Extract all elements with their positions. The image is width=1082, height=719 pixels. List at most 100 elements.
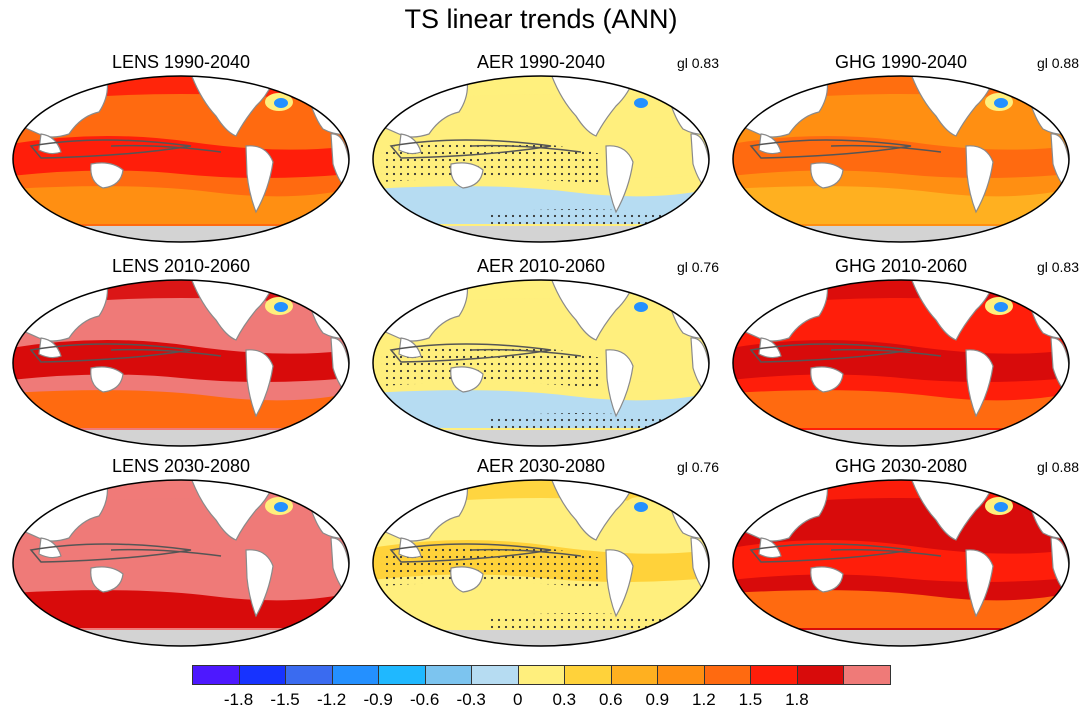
contour-line	[830, 548, 942, 557]
continent	[550, 480, 637, 541]
panel-title: GHG 2030-2080	[834, 456, 968, 476]
panel-global-value: gl 0.88	[1036, 55, 1079, 71]
colorbar-cell	[331, 665, 380, 685]
map-panel: GHG 1990-2040 gl 0.88	[731, 52, 1079, 243]
continent	[605, 549, 634, 618]
contour-line	[749, 343, 912, 363]
panel-title: LENS 1990-2040	[111, 52, 251, 72]
colorbar-cell	[517, 665, 566, 685]
continent	[190, 480, 277, 541]
colorbar-tick-label: 0.9	[645, 690, 670, 709]
map-plot	[12, 279, 350, 447]
map-plot	[732, 75, 1070, 243]
map-panel: LENS 1990-2040	[11, 52, 351, 243]
contour-line	[749, 139, 912, 159]
contour-line	[110, 548, 222, 557]
panel-title: GHG 2010-2060	[834, 256, 968, 276]
map-panel: LENS 2010-2060	[11, 256, 351, 447]
continent	[605, 349, 634, 418]
continent	[190, 76, 277, 137]
panel-global-value: gl 0.88	[1036, 459, 1079, 475]
colorbar-cell	[192, 665, 240, 685]
map-panel: LENS 2030-2080	[11, 456, 351, 647]
colorbar-tick-label: 0.6	[598, 690, 623, 709]
continent	[810, 566, 844, 593]
map-plot	[732, 279, 1070, 447]
panel-global-value: gl 0.83	[676, 55, 719, 71]
colorbar-cell	[471, 665, 519, 685]
colorbar-tick-label: -1.8	[223, 690, 254, 709]
map-border	[12, 479, 350, 647]
colorbar-cell	[657, 665, 705, 685]
map-plot	[372, 279, 710, 447]
colorbar-cell	[424, 665, 473, 685]
continent	[90, 162, 124, 189]
continent	[965, 549, 994, 618]
colorbar-tick-label: 1.5	[738, 690, 763, 709]
panel-global-value: gl 0.76	[676, 459, 719, 475]
colorbar-tick-label: 1.2	[692, 690, 716, 709]
map-plot	[12, 479, 350, 647]
continent	[810, 366, 844, 393]
continent	[450, 566, 484, 593]
continent	[90, 366, 124, 393]
continent	[450, 366, 484, 393]
contour-line	[830, 144, 942, 153]
contour-line	[29, 139, 192, 159]
panel-global-value: gl 0.83	[1036, 259, 1079, 275]
continent	[965, 349, 994, 418]
continent	[965, 145, 994, 214]
map-panel: AER 1990-2040 gl 0.83	[371, 52, 719, 243]
continent	[450, 162, 484, 189]
continent	[550, 76, 637, 137]
continent	[245, 349, 274, 418]
continent	[550, 280, 637, 341]
panel-title: AER 1990-2040	[476, 52, 606, 72]
contour-line	[29, 343, 192, 363]
continent	[910, 480, 997, 541]
colorbar-tick-label: -1.5	[270, 690, 300, 709]
panel-title: GHG 1990-2040	[834, 52, 968, 72]
contour-line	[389, 139, 552, 159]
colorbar-cell	[796, 665, 845, 685]
contour-line	[29, 543, 192, 563]
map-border	[372, 479, 710, 647]
colorbar-tick-label: -1.2	[316, 690, 347, 709]
map-panel: AER 2030-2080 gl 0.76	[371, 456, 719, 647]
contour-line	[389, 343, 552, 363]
map-border	[732, 279, 1070, 447]
contour-line	[110, 348, 222, 357]
colorbar-cell	[843, 665, 891, 685]
map-plot	[372, 75, 710, 243]
map-panel: GHG 2030-2080 gl 0.88	[731, 456, 1079, 647]
continent	[245, 549, 274, 618]
map-border	[372, 75, 710, 243]
continent	[605, 145, 634, 214]
contour-line	[389, 543, 552, 563]
figure-title: TS linear trends (ANN)	[404, 4, 678, 34]
continent	[90, 566, 124, 593]
colorbar-tick-label: -0.3	[456, 690, 486, 709]
map-plot	[12, 75, 350, 243]
panel-title: LENS 2010-2060	[111, 256, 251, 276]
map-border	[732, 75, 1070, 243]
panel-title: LENS 2030-2080	[111, 456, 251, 476]
colorbar-tick-label: -0.6	[410, 690, 440, 709]
colorbar-tick-label: 1.8	[785, 690, 809, 709]
colorbar-tick-label: -0.9	[363, 690, 393, 709]
colorbar-cell	[564, 665, 612, 685]
map-border	[12, 75, 350, 243]
colorbar-cell	[285, 665, 333, 685]
map-plot	[372, 479, 710, 647]
panel-title: AER 2030-2080	[476, 456, 606, 476]
contour-line	[830, 348, 942, 357]
colorbar-cell	[378, 665, 426, 685]
colorbar-cell	[610, 665, 659, 685]
map-border	[12, 279, 350, 447]
panel-title: AER 2010-2060	[476, 256, 606, 276]
panel-global-value: gl 0.76	[676, 259, 719, 275]
map-border	[372, 279, 710, 447]
contour-line	[470, 348, 582, 357]
colorbar-cell	[750, 665, 798, 685]
continent	[910, 76, 997, 137]
